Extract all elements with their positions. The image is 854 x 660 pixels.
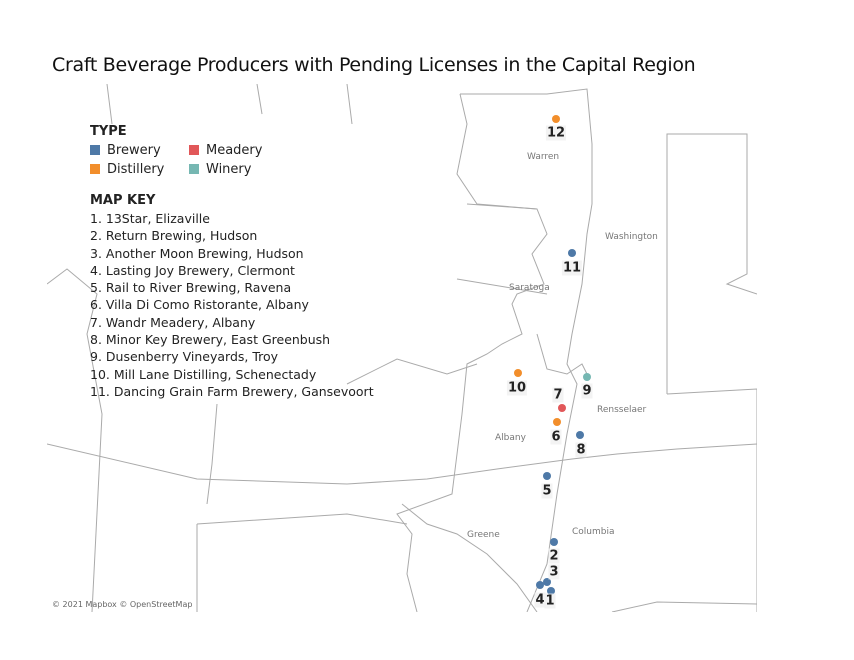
map-key-item: 6. Villa Di Como Ristorante, Albany <box>90 297 309 313</box>
county-label-greene: Greene <box>467 530 500 540</box>
county-label-warren: Warren <box>527 152 560 162</box>
legend-label: Distillery <box>107 162 165 177</box>
legend-item-meadery[interactable]: Meadery <box>189 141 274 160</box>
legend-label: Winery <box>206 162 252 177</box>
marker-2-brewery[interactable] <box>550 538 558 546</box>
marker-label: 10 <box>506 380 528 396</box>
marker-label: 12 <box>545 125 567 141</box>
map-key-item: 7. Wandr Meadery, Albany <box>90 314 256 330</box>
county-label-washington: Washington <box>605 232 658 242</box>
map-title: Craft Beverage Producers with Pending Li… <box>52 54 696 76</box>
meadery-swatch <box>189 145 199 155</box>
marker-label: 11 <box>561 260 583 276</box>
winery-swatch <box>189 164 199 174</box>
map-key-heading: MAP KEY <box>90 193 156 208</box>
legend-label: Meadery <box>206 143 263 158</box>
marker-label: 2 <box>548 548 560 564</box>
marker-label: 6 <box>550 429 562 445</box>
map-key-item: 11. Dancing Grain Farm Brewery, Gansevoo… <box>90 383 374 399</box>
marker-label: 7 <box>552 387 564 403</box>
marker-1-brewery[interactable] <box>547 587 555 595</box>
distillery-swatch <box>90 164 100 174</box>
map-key: MAP KEY 1. 13Star, Elizaville 2. Return B… <box>90 191 374 400</box>
legend-item-distillery[interactable]: Distillery <box>90 160 175 179</box>
map-key-item: 5. Rail to River Brewing, Ravena <box>90 280 292 296</box>
marker-label: 1 <box>544 593 556 609</box>
marker-6-distillery[interactable] <box>553 418 561 426</box>
marker-10-distillery[interactable] <box>514 369 522 377</box>
county-label-columbia: Columbia <box>572 527 615 537</box>
county-label-albany: Albany <box>495 433 526 443</box>
marker-label: 3 <box>548 564 560 580</box>
map-key-item: 4. Lasting Joy Brewery, Clermont <box>90 262 295 278</box>
marker-label: 4 <box>534 592 546 608</box>
marker-3-brewery[interactable] <box>543 578 551 586</box>
marker-label: 5 <box>541 483 553 499</box>
map-key-item: 10. Mill Lane Distilling, Schenectady <box>90 366 317 382</box>
marker-4-brewery[interactable] <box>536 581 544 589</box>
map-key-item: 1. 13Star, Elizaville <box>90 211 210 226</box>
map-canvas[interactable]: Warren Washington Saratoga Rensselaer Albany… <box>47 84 757 612</box>
brewery-swatch <box>90 145 100 155</box>
county-label-saratoga: Saratoga <box>509 283 550 293</box>
county-label-rensselaer: Rensselaer <box>597 405 647 415</box>
legend-item-brewery[interactable]: Brewery <box>90 141 175 160</box>
marker-11-brewery[interactable] <box>568 249 576 257</box>
legend-item-winery[interactable]: Winery <box>189 160 274 179</box>
county-borders <box>47 84 757 612</box>
map-key-item: 9. Dusenberry Vineyards, Troy <box>90 349 279 365</box>
marker-5-brewery[interactable] <box>543 472 551 480</box>
map-attribution[interactable]: © 2021 Mapbox © OpenStreetMap <box>52 600 193 609</box>
legend-heading: TYPE <box>90 124 127 139</box>
marker-12-distillery[interactable] <box>552 115 560 123</box>
marker-label: 8 <box>575 442 587 458</box>
legend: TYPE Brewery Meadery Distillery Winery M… <box>90 122 374 400</box>
marker-7-meadery[interactable] <box>558 404 566 412</box>
marker-9-winery[interactable] <box>583 373 591 381</box>
marker-layer <box>514 115 591 595</box>
map-key-item: 2. Return Brewing, Hudson <box>90 228 258 244</box>
map-key-item: 8. Minor Key Brewery, East Greenbush <box>90 332 331 348</box>
map-key-item: 3. Another Moon Brewing, Hudson <box>90 245 304 261</box>
marker-8-brewery[interactable] <box>576 431 584 439</box>
marker-label: 9 <box>581 383 593 399</box>
legend-label: Brewery <box>107 143 161 158</box>
